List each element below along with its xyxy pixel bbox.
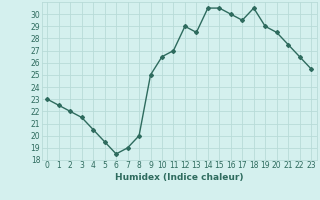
X-axis label: Humidex (Indice chaleur): Humidex (Indice chaleur): [115, 173, 244, 182]
